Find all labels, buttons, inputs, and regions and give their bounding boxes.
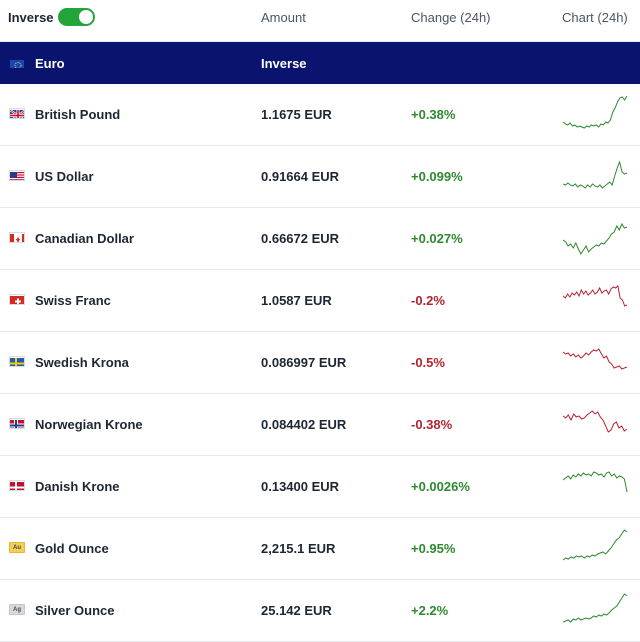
currency-row[interactable]: Ag Silver Ounce 25.142 EUR +2.2% (0, 580, 640, 642)
currency-amount: 0.66672 EUR (261, 231, 340, 246)
currency-amount: 1.1675 EUR (261, 107, 332, 122)
currency-row[interactable]: Swedish Krona 0.086997 EUR -0.5% (0, 332, 640, 394)
sparkline-chart (562, 348, 628, 370)
currency-row[interactable]: Canadian Dollar 0.66672 EUR +0.027% (0, 208, 640, 270)
eu-flag-icon (9, 58, 25, 69)
norway-flag-icon (9, 418, 25, 429)
currency-change: -0.38% (411, 417, 453, 432)
currency-change: +2.2% (411, 603, 449, 618)
currency-change: +0.38% (411, 107, 456, 122)
currency-amount: 0.084402 EUR (261, 417, 347, 432)
currency-name: Swiss Franc (35, 293, 111, 308)
sparkline-chart (562, 160, 628, 189)
uk-flag-icon (9, 108, 25, 119)
currency-amount: 0.086997 EUR (261, 355, 347, 370)
silver-icon: Ag (9, 604, 25, 615)
currency-name: British Pound (35, 107, 121, 122)
canada-flag-icon (9, 232, 25, 243)
gold-icon: Au (9, 542, 25, 553)
currency-row[interactable]: Swiss Franc 1.0587 EUR -0.2% (0, 270, 640, 332)
chart-column-header: Chart (24h) (562, 10, 628, 25)
currency-name: Silver Ounce (35, 603, 115, 618)
currency-name: Canadian Dollar (35, 231, 134, 246)
toggle-knob (79, 10, 93, 24)
currency-row[interactable]: Danish Krone 0.13400 EUR +0.0026% (0, 456, 640, 518)
currency-change: +0.099% (411, 169, 463, 184)
currency-row[interactable]: British Pound 1.1675 EUR +0.38% (0, 84, 640, 146)
currency-name: Gold Ounce (35, 541, 109, 556)
currency-change: +0.0026% (411, 479, 470, 494)
table-header: Inverse Amount Change (24h) Chart (24h) (0, 0, 640, 42)
currency-change: +0.95% (411, 541, 456, 556)
inverse-label: Inverse (8, 10, 54, 25)
currency-name: US Dollar (35, 169, 94, 184)
inverse-toggle[interactable] (58, 8, 95, 26)
currency-change: -0.5% (411, 355, 445, 370)
sparkline-chart (562, 285, 628, 307)
sparkline-chart (562, 410, 628, 433)
currency-amount: 0.91664 EUR (261, 169, 340, 184)
currency-amount: 2,215.1 EUR (261, 541, 336, 556)
currency-list: British Pound 1.1675 EUR +0.38% US Dolla… (0, 84, 640, 642)
sparkline-chart (562, 529, 628, 561)
sparkline-chart (562, 95, 628, 129)
currency-amount: 25.142 EUR (261, 603, 332, 618)
us-flag-icon (9, 170, 25, 181)
metal-symbol: Au (13, 545, 21, 551)
sparkline-chart (562, 593, 628, 623)
currency-name: Danish Krone (35, 479, 120, 494)
currency-name: Swedish Krona (35, 355, 129, 370)
base-inverse-label: Inverse (261, 56, 307, 71)
swiss-flag-icon (9, 294, 25, 305)
base-currency-name: Euro (35, 56, 65, 71)
currency-amount: 0.13400 EUR (261, 479, 340, 494)
change-column-header: Change (24h) (411, 10, 491, 25)
currency-row[interactable]: Norwegian Krone 0.084402 EUR -0.38% (0, 394, 640, 456)
amount-column-header: Amount (261, 10, 306, 25)
currency-change: -0.2% (411, 293, 445, 308)
sparkline-chart (562, 471, 628, 493)
currency-row[interactable]: US Dollar 0.91664 EUR +0.099% (0, 146, 640, 208)
base-currency-row[interactable]: Euro Inverse (0, 42, 640, 84)
denmark-flag-icon (9, 480, 25, 491)
currency-change: +0.027% (411, 231, 463, 246)
currency-amount: 1.0587 EUR (261, 293, 332, 308)
sparkline-chart (562, 222, 628, 256)
sweden-flag-icon (9, 356, 25, 367)
metal-symbol: Ag (13, 607, 21, 613)
currency-name: Norwegian Krone (35, 417, 143, 432)
currency-row[interactable]: Au Gold Ounce 2,215.1 EUR +0.95% (0, 518, 640, 580)
